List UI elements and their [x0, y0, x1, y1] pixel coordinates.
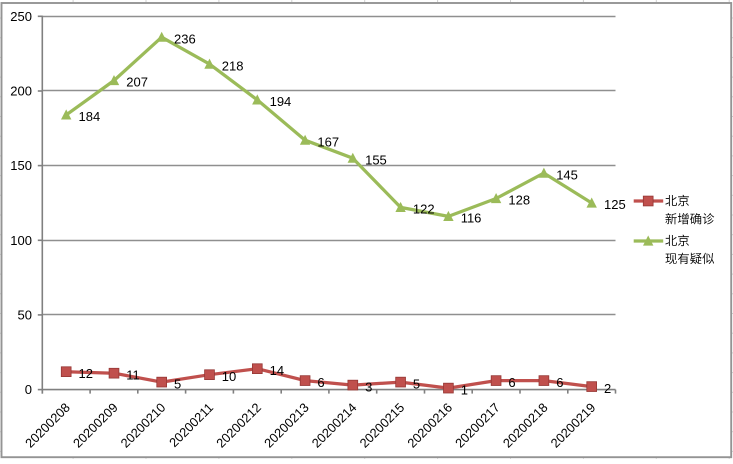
svg-text:100: 100: [10, 233, 32, 248]
svg-text:116: 116: [461, 211, 482, 226]
svg-text:194: 194: [270, 94, 292, 109]
svg-text:6: 6: [556, 375, 563, 390]
svg-text:145: 145: [556, 167, 578, 182]
svg-text:155: 155: [365, 152, 387, 167]
svg-text:122: 122: [413, 202, 435, 217]
svg-text:3: 3: [365, 379, 372, 394]
svg-text:150: 150: [10, 158, 32, 173]
svg-text:200: 200: [10, 84, 32, 99]
svg-text:128: 128: [508, 193, 530, 208]
svg-text:207: 207: [126, 75, 148, 90]
svg-text:236: 236: [174, 31, 196, 46]
svg-text:14: 14: [270, 363, 284, 378]
svg-text:50: 50: [18, 308, 32, 323]
svg-text:5: 5: [413, 376, 420, 391]
svg-text:218: 218: [222, 58, 244, 73]
svg-text:6: 6: [317, 375, 324, 390]
svg-text:250: 250: [10, 9, 32, 24]
svg-text:5: 5: [174, 376, 181, 391]
svg-text:6: 6: [508, 375, 515, 390]
svg-text:10: 10: [222, 369, 236, 384]
svg-text:184: 184: [79, 109, 101, 124]
svg-text:125: 125: [604, 197, 626, 212]
svg-text:0: 0: [25, 382, 32, 397]
svg-text:1: 1: [461, 382, 468, 397]
svg-text:2: 2: [604, 381, 611, 396]
svg-text:12: 12: [79, 366, 93, 381]
svg-text:11: 11: [126, 367, 140, 382]
svg-text:167: 167: [317, 134, 339, 149]
